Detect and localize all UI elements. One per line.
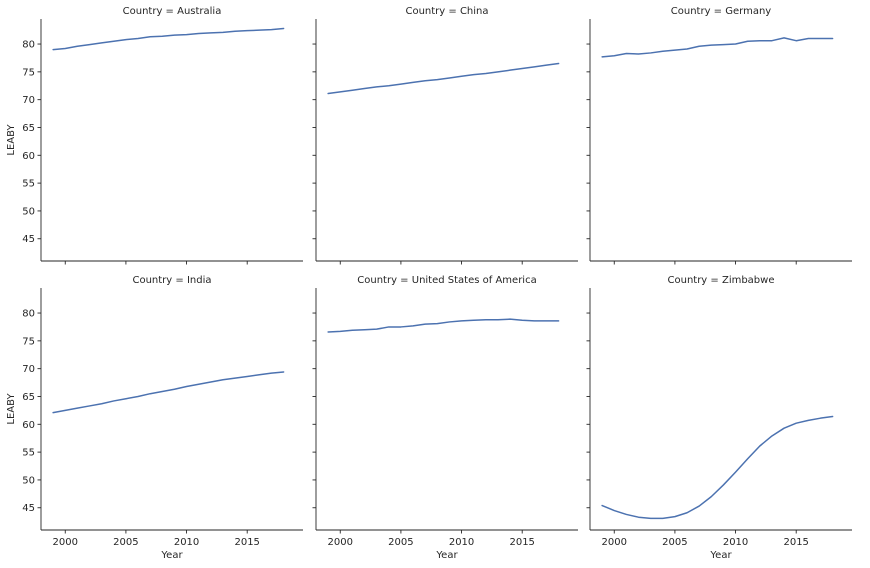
y-tick-label: 75 (22, 67, 35, 78)
x-tick-label: 2005 (388, 537, 413, 548)
x-tick-label: 2005 (662, 537, 687, 548)
x-tick-label: 2015 (783, 537, 808, 548)
x-tick-label: 2000 (328, 537, 353, 548)
series-line (327, 318, 560, 333)
y-tick-label: 60 (22, 151, 35, 162)
x-axis-label: Year (709, 550, 732, 561)
x-axis-label: Year (435, 550, 458, 561)
y-tick-label: 60 (22, 420, 35, 431)
x-tick-label: 2000 (53, 537, 78, 548)
y-tick-label: 65 (22, 123, 35, 134)
y-tick-label: 70 (22, 364, 35, 375)
y-tick-label: 45 (22, 234, 35, 245)
y-tick-label: 80 (22, 40, 35, 51)
facet-panel: Country = Germany (586, 6, 852, 265)
facet-panels: Country = Australia 45 50 55 60 65 70 75 80 LEABY… (6, 6, 852, 561)
facet-title: Country = Australia (123, 6, 222, 17)
series-line (52, 371, 285, 414)
y-tick-label: 80 (22, 309, 35, 320)
y-tick-label: 75 (22, 336, 35, 347)
y-tick-label: 65 (22, 392, 35, 403)
y-tick-label: 55 (22, 179, 35, 190)
facet-title: Country = China (405, 6, 488, 17)
facet-title: Country = United States of America (357, 275, 536, 286)
x-tick-label: 2015 (509, 537, 534, 548)
facet-panel: Country = United States of America 2000 20… (312, 275, 578, 561)
x-tick-label: 2010 (449, 537, 474, 548)
x-tick-label: 2010 (723, 537, 748, 548)
facet-title: Country = Zimbabwe (668, 275, 775, 286)
y-tick-label: 70 (22, 95, 35, 106)
y-axis-label: LEABY (6, 393, 17, 425)
facet-title: Country = India (132, 275, 211, 286)
y-axis-label: LEABY (6, 124, 17, 156)
y-tick-label: 50 (22, 206, 35, 217)
facet-title: Country = Germany (671, 6, 772, 17)
y-tick-label: 45 (22, 503, 35, 514)
series-line (327, 62, 560, 95)
facet-panel: Country = Zimbabwe 2000 2005 2010 2015 Year (586, 275, 852, 561)
x-tick-label: 2005 (113, 537, 138, 548)
series-line (52, 27, 285, 51)
x-tick-label: 2015 (234, 537, 259, 548)
series-line (601, 37, 834, 58)
y-tick-label: 50 (22, 475, 35, 486)
y-tick-label: 55 (22, 448, 35, 459)
facet-panel: Country = Australia 45 50 55 60 65 70 75 80 LEABY (6, 6, 303, 265)
x-tick-label: 2000 (602, 537, 627, 548)
facet-panel: Country = China (312, 6, 578, 265)
x-tick-label: 2010 (174, 537, 199, 548)
series-line (601, 415, 834, 520)
facet-panel: Country = India 45 50 55 60 65 70 75 80 2000 2005 2… (6, 275, 303, 561)
x-axis-label: Year (160, 550, 183, 561)
